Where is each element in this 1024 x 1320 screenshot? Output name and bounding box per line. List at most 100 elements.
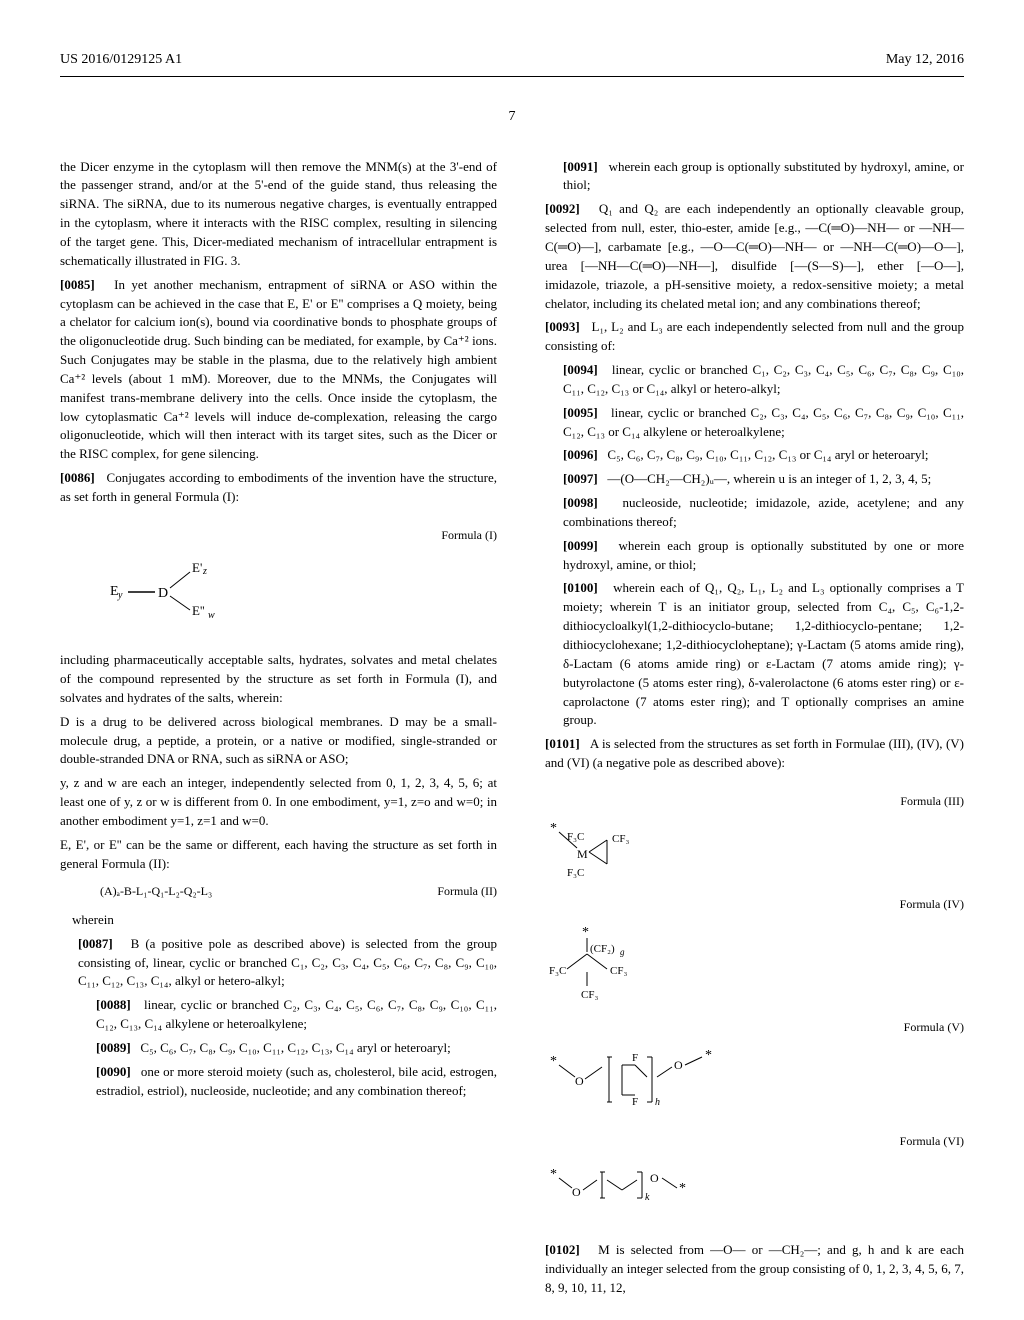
svg-text:O: O (674, 1058, 683, 1072)
svg-text:F: F (632, 1052, 638, 1064)
paragraph: y, z and w are each an integer, independ… (60, 774, 497, 831)
formula-4-structure: * (CF₂) g F₃C CF₃ CF₃ (547, 924, 964, 1010)
formula-1-label: Formula (I) (60, 527, 497, 544)
para-text: linear, cyclic or branched C₂, C₃, C₄, C… (563, 405, 964, 439)
formula-2: (A)ₐ-B-L₁-Q₁-L₂-Q₂-L₃ (100, 883, 212, 900)
paragraph: D is a drug to be delivered across biolo… (60, 713, 497, 770)
paragraph-0092: [0092] Q₁ and Q₂ are each independently … (527, 200, 964, 313)
publication-number: US 2016/0129125 A1 (60, 50, 182, 70)
paragraph-0101: [0101] A is selected from the structures… (527, 735, 964, 773)
right-column: [0091] wherein each group is optionally … (527, 158, 964, 1303)
para-number: [0090] (96, 1064, 131, 1079)
paragraph-0086: [0086] Conjugates according to embodimen… (60, 469, 497, 507)
svg-text:E': E' (192, 560, 202, 575)
paragraph-0088: [0088] linear, cyclic or branched C₂, C₃… (60, 996, 497, 1034)
paragraph-0094: [0094] linear, cyclic or branched C₁, C₂… (527, 361, 964, 399)
para-number: [0101] (545, 736, 580, 751)
para-text: linear, cyclic or branched C₂, C₃, C₄, C… (96, 997, 497, 1031)
svg-text:(CF₂): (CF₂) (590, 943, 615, 955)
paragraph-0100: [0100] wherein each of Q₁, Q₂, L₁, L₂ an… (527, 579, 964, 730)
para-text: wherein each group is optionally substit… (563, 538, 964, 572)
formula-4-label: Formula (IV) (527, 896, 964, 913)
svg-text:g: g (620, 947, 625, 957)
formula-5-structure: * O F F h O * (547, 1047, 964, 1123)
formula-3-label: Formula (III) (527, 793, 964, 810)
paragraph-0087: [0087] B (a positive pole as described a… (60, 935, 497, 992)
para-number: [0099] (563, 538, 598, 553)
para-text: In yet another mechanism, entrapment of … (60, 277, 497, 462)
paragraph-0099: [0099] wherein each group is optionally … (527, 537, 964, 575)
para-number: [0098] (563, 495, 598, 510)
para-number: [0095] (563, 405, 598, 420)
paragraph-0097: [0097] —(O—CH₂—CH₂)ᵤ—, wherein u is an i… (527, 470, 964, 489)
para-text: wherein each group is optionally substit… (563, 159, 964, 193)
para-text: linear, cyclic or branched C₁, C₂, C₃, C… (563, 362, 964, 396)
paragraph-0091: [0091] wherein each group is optionally … (527, 158, 964, 196)
paragraph-0089: [0089] C₅, C₆, C₇, C₈, C₉, C₁₀, C₁₁, C₁₂… (60, 1039, 497, 1058)
paragraph-0102: [0102] M is selected from —O— or —CH₂—; … (527, 1241, 964, 1298)
para-text: C₅, C₆, C₇, C₈, C₉, C₁₀, C₁₁, C₁₂, C₁₃, … (140, 1040, 450, 1055)
svg-text:F: F (632, 1096, 638, 1108)
paragraph-0093: [0093] L₁, L₂ and L₃ are each independen… (527, 318, 964, 356)
para-number: [0092] (545, 201, 580, 216)
para-text: —(O—CH₂—CH₂)ᵤ—, wherein u is an integer … (607, 471, 931, 486)
para-number: [0096] (563, 447, 598, 462)
page-number: 7 (60, 107, 964, 127)
para-text: Conjugates according to embodiments of t… (60, 470, 497, 504)
publication-date: May 12, 2016 (886, 50, 964, 70)
para-text: B (a positive pole as described above) i… (78, 936, 497, 989)
svg-text:F₃C: F₃C (549, 965, 566, 977)
svg-text:CF₃: CF₃ (610, 965, 627, 977)
svg-text:CF₃: CF₃ (612, 833, 629, 845)
left-column: the Dicer enzyme in the cytoplasm will t… (60, 158, 497, 1303)
svg-text:F₃C: F₃C (567, 831, 584, 843)
formula-6-label: Formula (VI) (527, 1133, 964, 1150)
para-number: [0085] (60, 277, 95, 292)
svg-text:E'': E'' (192, 603, 205, 618)
para-number: [0094] (563, 362, 598, 377)
para-text: A is selected from the structures as set… (545, 736, 964, 770)
para-number: [0088] (96, 997, 131, 1012)
formula-2-label: Formula (II) (437, 883, 497, 900)
svg-text:w: w (208, 610, 215, 620)
para-text: C₅, C₆, C₇, C₈, C₉, C₁₀, C₁₁, C₁₂, C₁₃ o… (607, 447, 928, 462)
formula-6-structure: * O k O * (547, 1160, 964, 1216)
header-divider (60, 76, 964, 77)
svg-text:h: h (655, 1097, 660, 1108)
para-number: [0087] (78, 936, 113, 951)
paragraph: including pharmaceutically acceptable sa… (60, 651, 497, 708)
svg-text:D: D (158, 586, 168, 601)
para-text: L₁, L₂ and L₃ are each independently sel… (545, 319, 964, 353)
paragraph-0090: [0090] one or more steroid moiety (such … (60, 1063, 497, 1101)
para-number: [0086] (60, 470, 95, 485)
para-text: Q₁ and Q₂ are each independently an opti… (545, 201, 964, 310)
svg-text:O: O (650, 1171, 659, 1185)
para-number: [0102] (545, 1242, 580, 1257)
formula-3-structure: * F₃C M CF₃ F₃C (547, 820, 964, 886)
svg-text:*: * (550, 1167, 557, 1182)
paragraph: the Dicer enzyme in the cytoplasm will t… (60, 158, 497, 271)
svg-text:y: y (117, 590, 123, 601)
paragraph-0096: [0096] C₅, C₆, C₇, C₈, C₉, C₁₀, C₁₁, C₁₂… (527, 446, 964, 465)
svg-text:M: M (577, 847, 588, 861)
svg-text:*: * (550, 1054, 557, 1069)
formula-1-diagram: E y D E' z E'' w (100, 560, 497, 620)
para-number: [0093] (545, 319, 580, 334)
svg-text:CF₃: CF₃ (581, 989, 598, 1001)
para-number: [0091] (563, 159, 598, 174)
wherein: wherein (60, 911, 497, 930)
paragraph-0095: [0095] linear, cyclic or branched C₂, C₃… (527, 404, 964, 442)
svg-text:*: * (679, 1181, 686, 1196)
svg-text:O: O (575, 1074, 584, 1088)
paragraph-0098: [0098] nucleoside, nucleotide; imidazole… (527, 494, 964, 532)
svg-text:z: z (202, 566, 207, 577)
para-number: [0100] (563, 580, 598, 595)
para-text: M is selected from —O— or —CH₂—; and g, … (545, 1242, 964, 1295)
svg-text:*: * (582, 925, 589, 940)
formula-5-label: Formula (V) (527, 1019, 964, 1036)
para-text: wherein each of Q₁, Q₂, L₁, L₂ and L₃ op… (563, 580, 964, 727)
svg-text:k: k (645, 1192, 650, 1203)
paragraph: E, E', or E'' can be the same or differe… (60, 836, 497, 874)
svg-text:O: O (572, 1185, 581, 1199)
svg-text:F₃C: F₃C (567, 867, 584, 879)
